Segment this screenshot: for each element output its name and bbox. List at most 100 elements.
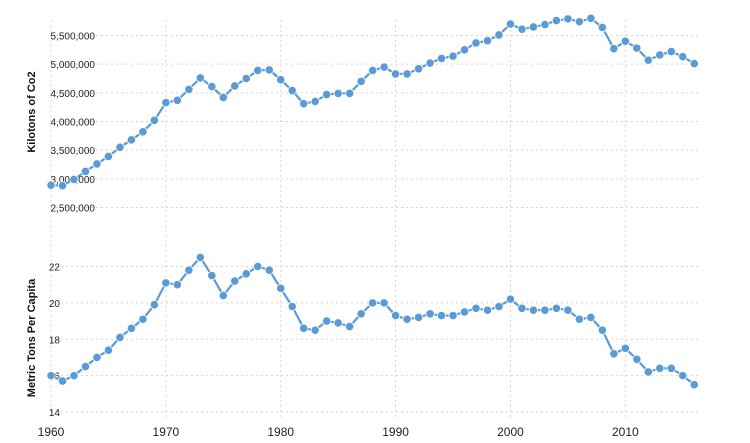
- data-point: [161, 97, 171, 108]
- x-tick-label: 1990: [382, 425, 409, 439]
- data-point: [322, 316, 332, 326]
- x-tick-label: 1980: [267, 425, 294, 439]
- data-point: [299, 99, 309, 109]
- data-point: [402, 69, 412, 79]
- y-tick-label: 20: [49, 299, 61, 310]
- data-point: [574, 314, 584, 324]
- data-point: [517, 303, 527, 313]
- data-point: [425, 309, 435, 319]
- data-point: [172, 95, 182, 105]
- x-tick-label: 2010: [612, 425, 639, 439]
- data-point: [494, 301, 504, 312]
- data-point: [368, 65, 378, 76]
- data-point: [563, 305, 573, 315]
- series-line-0: [50, 17, 695, 187]
- data-point: [620, 343, 630, 353]
- data-point: [161, 278, 171, 288]
- data-point: [195, 252, 205, 263]
- x-tick-label: 1970: [153, 425, 180, 439]
- data-point: [551, 303, 562, 313]
- series-line-1: [50, 256, 695, 386]
- y-tick-label: 22: [49, 263, 61, 274]
- data-point: [505, 294, 516, 304]
- data-point: [632, 354, 642, 364]
- data-point: [264, 65, 274, 75]
- data-point: [528, 22, 539, 32]
- y-tick-label: 2,500,000: [51, 204, 96, 215]
- data-point: [299, 323, 309, 333]
- data-point: [655, 363, 665, 373]
- data-point: [609, 349, 619, 359]
- y-tick-label: 4,500,000: [51, 89, 96, 100]
- data-point: [436, 311, 447, 321]
- data-point: [356, 76, 366, 86]
- data-point: [356, 309, 366, 319]
- data-point: [459, 45, 470, 55]
- data-point: [80, 361, 91, 372]
- data-point: [563, 14, 573, 24]
- data-point: [126, 135, 137, 145]
- data-point: [92, 352, 102, 363]
- data-point: [138, 314, 148, 324]
- data-point: [69, 174, 79, 185]
- data-point: [253, 65, 263, 76]
- data-point: [333, 318, 343, 328]
- data-point: [184, 265, 194, 275]
- y-tick-label: 5,500,000: [51, 32, 96, 43]
- data-point: [391, 311, 401, 321]
- data-point: [149, 300, 159, 310]
- data-point: [103, 345, 114, 355]
- data-point: [689, 380, 699, 390]
- data-point: [184, 84, 194, 94]
- data-point: [207, 81, 217, 92]
- gridlines: [50, 20, 700, 418]
- data-point: [528, 305, 539, 315]
- data-point: [218, 290, 228, 301]
- data-point: [253, 261, 263, 272]
- data-point: [597, 325, 607, 335]
- data-point: [149, 115, 159, 125]
- data-point: [230, 276, 240, 286]
- data-point: [345, 88, 355, 99]
- data-point: [402, 314, 412, 324]
- data-point: [46, 371, 56, 381]
- data-point: [276, 75, 286, 85]
- data-point: [230, 81, 240, 91]
- data-point: [115, 332, 125, 343]
- data-point: [57, 181, 68, 191]
- data-point: [310, 96, 320, 107]
- data-point: [540, 20, 550, 30]
- data-point: [505, 19, 516, 29]
- data-point: [471, 38, 481, 48]
- data-point: [264, 265, 274, 275]
- data-point: [241, 269, 251, 279]
- data-point: [287, 301, 297, 312]
- data-point: [115, 142, 125, 152]
- data-point: [126, 323, 137, 333]
- data-point: [666, 46, 676, 57]
- data-point: [368, 298, 378, 308]
- data-point: [345, 321, 355, 332]
- data-point: [666, 363, 676, 373]
- data-point: [609, 44, 619, 54]
- data-point: [448, 51, 458, 61]
- data-point: [103, 151, 114, 162]
- data-point: [678, 371, 688, 381]
- bottom-y-axis-title: Metric Tons Per Capita: [26, 278, 38, 397]
- data-point: [643, 367, 653, 377]
- data-point: [574, 17, 584, 27]
- data-point: [413, 64, 424, 74]
- data-point: [471, 303, 481, 313]
- data-point: [276, 283, 286, 293]
- data-point: [551, 15, 562, 26]
- series: [46, 13, 699, 390]
- data-point: [482, 36, 493, 46]
- data-point: [138, 127, 148, 137]
- data-point: [413, 312, 424, 323]
- data-point: [391, 69, 401, 79]
- data-point: [586, 312, 596, 323]
- data-point: [218, 92, 228, 103]
- data-point: [655, 50, 665, 60]
